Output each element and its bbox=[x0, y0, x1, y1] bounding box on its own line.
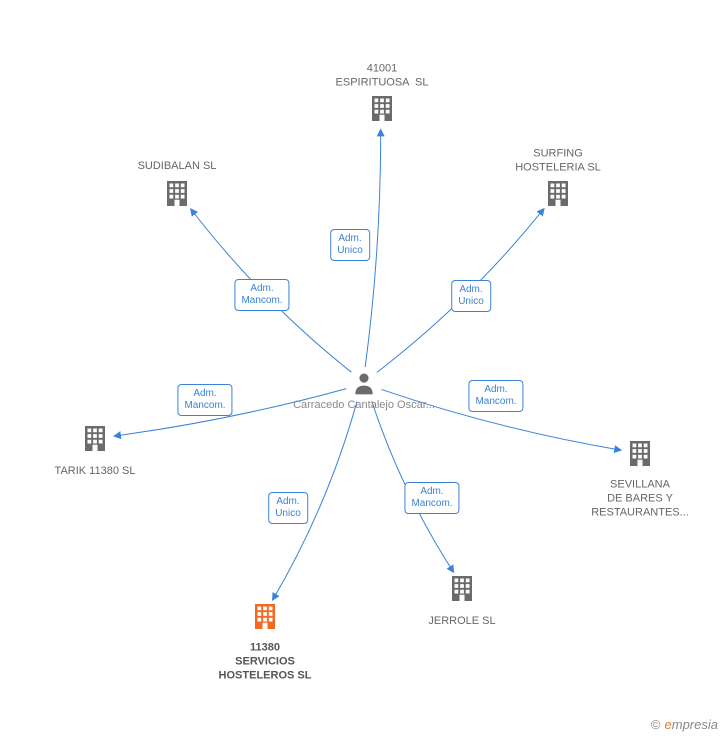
edge-label: Adm. Mancom. bbox=[404, 482, 459, 514]
building-icon bbox=[543, 179, 573, 209]
edge-label: Adm. Mancom. bbox=[468, 380, 523, 412]
watermark-e: e bbox=[665, 717, 672, 732]
company-label: TARIK 11380 SL bbox=[55, 461, 136, 479]
company-node[interactable] bbox=[543, 179, 573, 212]
company-label: JERROLE SL bbox=[428, 611, 495, 629]
company-label: SURFING HOSTELERIA SL bbox=[515, 143, 601, 175]
network-diagram: Adm. Unico Adm. Unico Adm. Mancom. Adm. Man… bbox=[0, 0, 728, 740]
company-node[interactable] bbox=[162, 179, 192, 212]
edge-label: Adm. Mancom. bbox=[234, 279, 289, 311]
building-icon bbox=[250, 602, 280, 632]
edge-label: Adm. Unico bbox=[330, 229, 370, 261]
company-node[interactable] bbox=[250, 602, 280, 635]
edge-label: Adm. Unico bbox=[451, 280, 491, 312]
center-label: Carracedo Cantalejo Oscar... bbox=[293, 399, 435, 413]
company-label: SUDIBALAN SL bbox=[138, 156, 217, 174]
copyright-symbol: © bbox=[651, 717, 661, 732]
company-node[interactable] bbox=[447, 574, 477, 607]
building-icon bbox=[447, 574, 477, 604]
company-node[interactable] bbox=[80, 424, 110, 457]
building-icon bbox=[80, 424, 110, 454]
company-node[interactable] bbox=[625, 439, 655, 472]
company-label: SEVILLANA DE BARES Y RESTAURANTES... bbox=[591, 474, 689, 519]
person-icon bbox=[351, 371, 377, 397]
company-label: 41001 ESPIRITUOSA SL bbox=[336, 58, 429, 90]
building-icon bbox=[162, 179, 192, 209]
building-icon bbox=[367, 94, 397, 124]
watermark-text: mpresia bbox=[672, 717, 718, 732]
edge-label: Adm. Mancom. bbox=[177, 384, 232, 416]
edge-label: Adm. Unico bbox=[268, 492, 308, 524]
company-node[interactable] bbox=[367, 94, 397, 127]
center-person[interactable] bbox=[351, 371, 377, 400]
building-icon bbox=[625, 439, 655, 469]
company-label: 11380 SERVICIOS HOSTELEROS SL bbox=[219, 637, 312, 682]
watermark: © empresia bbox=[651, 717, 718, 732]
